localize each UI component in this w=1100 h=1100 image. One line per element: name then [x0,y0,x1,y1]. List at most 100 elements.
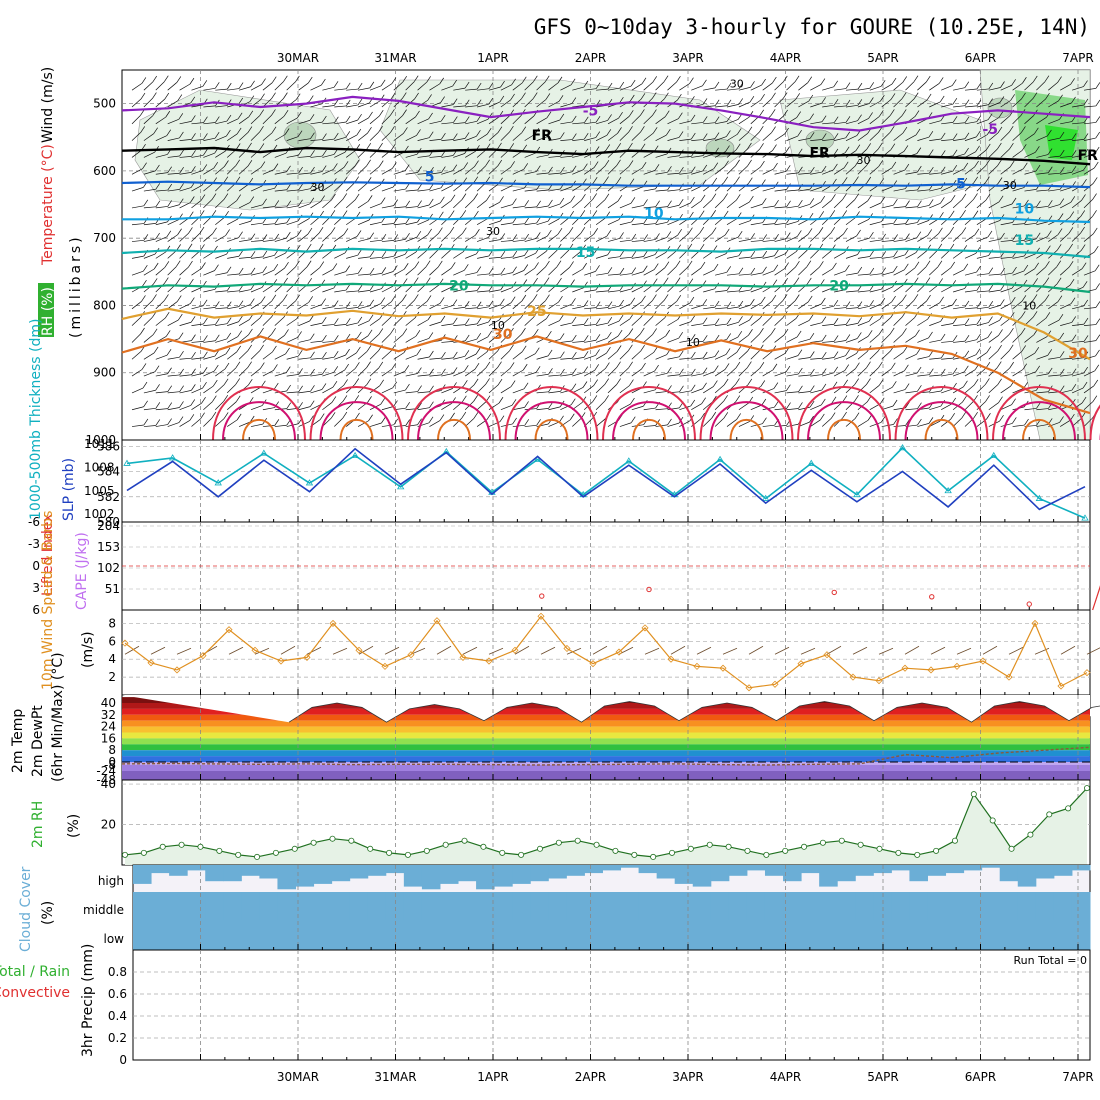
wind-barb-flag [1010,94,1015,101]
wind-barb-flag [690,96,695,103]
wind-barb-flag [213,364,219,372]
wind-barb [274,206,287,209]
wind-barb [1072,357,1085,360]
wind-barb [334,199,344,209]
wind-barb [857,335,869,343]
wind-barb [667,172,680,175]
wind-barb [441,341,454,343]
cloud-high-bar [981,865,1001,868]
wind-barb [250,423,263,427]
wind-barb [358,273,371,276]
wind-barb [238,183,250,192]
rh-point [461,837,468,844]
wind-barb [1024,371,1036,377]
wind-barb-flag [286,402,292,409]
lifted-index-label: Lifted Index [40,514,56,596]
surface-barb [852,646,868,655]
wind-barb [131,406,144,411]
wind-barb [1012,424,1025,427]
wind-barb [821,232,832,242]
lifted-data [539,585,1100,611]
wind-barb-flag [330,227,336,234]
wind-barb [810,201,821,209]
wind-barb-flag [628,160,634,167]
wind-barb [1071,268,1083,276]
wind-barb-flag [997,126,1003,134]
wind-barb [358,305,370,310]
wind-barb-flag [606,129,612,136]
wind-barb [476,218,488,226]
wind-barb-flag [223,193,229,200]
wind-barb [536,81,546,91]
wind-barb-flag [509,327,514,335]
wind-barb-flag [762,250,768,258]
wind-barb-flag [273,382,279,390]
wind-barb-flag [378,109,384,117]
wind-barb-flag [652,127,658,134]
surface-contour [612,401,686,441]
wind-barb-flag [985,395,990,402]
surface-contour [797,386,891,441]
wind-barb-flag [165,110,171,118]
wind-barb [750,333,760,343]
surface-barb [878,647,894,655]
wind-barb [941,170,953,175]
wind-barb [417,155,430,158]
wind-barb-flag [417,385,422,392]
cape-tick: 102 [97,561,120,575]
wind-barb-flag [976,115,982,122]
wind-barb-flag [1047,230,1052,237]
wind-barb-flag [511,78,516,85]
wind-barb [619,116,630,125]
wind-barb-flag [961,193,967,200]
wind-barb [238,165,249,175]
wind-barb-flag [737,230,743,238]
wind-barb-flag [928,331,933,339]
wind-barb [917,99,928,108]
wind-barb-flag [473,176,479,183]
wind-barb [381,83,393,91]
wind-barb-flag [486,127,492,135]
wind-barb [964,323,977,326]
wind-barb [595,235,607,242]
wind-barb [607,273,620,276]
wind-barb-flag [655,200,660,207]
wind-barb [988,384,998,394]
wind-barb-flag [866,361,871,368]
wind-barb [786,205,799,209]
wind-barb-flag [988,98,993,105]
wind-barb-flag [521,126,527,133]
wind-barb [607,256,620,259]
wind-barb [167,219,179,226]
wind-barb [631,286,643,293]
wind-barb [786,99,796,108]
wind-barb-flag [330,210,336,217]
wind-barb-flag [392,381,398,389]
wind-barb-flag [809,113,814,120]
wind-barb-flag [702,79,707,87]
wind-barb [929,101,941,108]
cloud-high-bar [891,865,910,871]
wind-barb-flag [1057,76,1062,83]
wind-barb [322,184,333,192]
wind-barb-flag [560,368,565,376]
wind-barb [310,186,322,192]
wind-point [173,666,181,674]
wind-barb-flag [773,162,778,170]
wind-barb [453,306,466,310]
wind-barb-flag [1020,311,1026,318]
wind-barb [929,374,942,377]
wind-barb [322,324,335,326]
wind-barb [381,223,394,226]
wind-barb-flag [833,133,839,140]
thickness-lines [123,444,1089,521]
wind-barb [476,237,489,242]
wind-barb-flag [452,299,458,306]
wind-barb-flag [510,161,515,168]
wind-barb-flag [191,352,196,359]
wind-barb-flag [307,76,313,84]
wind-barb [500,84,512,91]
wind-barb-flag [273,364,278,371]
wind-barb-flag [1070,196,1076,203]
